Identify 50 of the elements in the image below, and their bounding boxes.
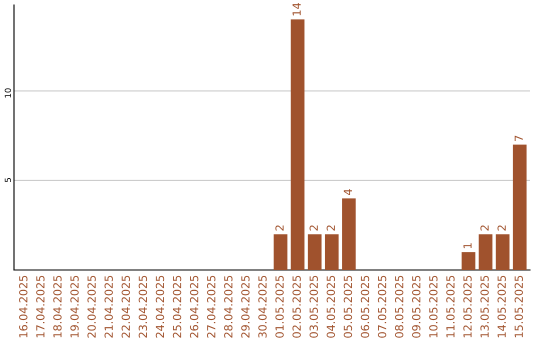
x-tick-label: 26.04.2025: [190, 276, 198, 338]
x-tick-label: 18.04.2025: [53, 276, 62, 338]
data-label: 4: [344, 189, 352, 196]
bar: [308, 234, 322, 270]
x-tick-label: 19.04.2025: [70, 276, 79, 338]
x-tick-label: 07.05.2025: [378, 276, 386, 338]
x-tick-label: 09.05.2025: [412, 276, 420, 338]
data-label: 7: [514, 136, 523, 141]
x-tick-label: 16.04.2025: [19, 276, 28, 338]
bar: [274, 234, 288, 270]
x-tick-label: 10.05.2025: [429, 276, 438, 338]
bar: [478, 234, 492, 270]
x-tick-label: 20.04.2025: [87, 276, 96, 338]
x-tick-label: 05.05.2025: [344, 276, 352, 338]
x-tick-label: 02.05.2025: [292, 276, 301, 338]
x-tick-label: 01.05.2025: [275, 276, 284, 338]
x-tick-label: 06.05.2025: [360, 276, 370, 338]
x-tick-label: 15.05.2025: [514, 276, 523, 338]
data-label: 2: [326, 225, 335, 231]
x-tick-label: 22.04.2025: [122, 276, 130, 338]
x-tick-label: 28.04.2025: [224, 276, 233, 338]
data-label: 2: [480, 225, 489, 231]
y-tick-label: 5: [4, 178, 11, 182]
bar: [290, 19, 304, 270]
x-tick-label: 25.04.2025: [172, 276, 182, 338]
x-tick-label: 04.05.2025: [326, 276, 336, 338]
x-tick-label: 03.05.2025: [310, 276, 318, 338]
x-tick-label: 24.04.2025: [156, 276, 164, 338]
data-label: 2: [497, 225, 506, 231]
x-tick-label: 29.04.2025: [241, 276, 250, 338]
x-tick-label: 14.05.2025: [497, 276, 506, 338]
x-tick-label: 17.04.2025: [36, 276, 45, 338]
bar: [512, 144, 527, 270]
data-label: 2: [275, 225, 284, 231]
x-tick-label: 08.05.2025: [394, 276, 404, 338]
x-tick-label: 11.05.2025: [446, 276, 455, 338]
bar: [324, 234, 339, 270]
data-label: 1: [463, 243, 472, 248]
x-tick-label: 12.05.2025: [463, 276, 472, 338]
x-tick-label: 13.05.2025: [480, 276, 489, 338]
bar: [342, 198, 356, 270]
bar: [462, 252, 476, 270]
bar: [496, 234, 510, 270]
x-tick-label: 23.04.2025: [138, 276, 148, 338]
x-tick-label: 27.04.2025: [207, 276, 216, 338]
x-tick-label: 30.04.2025: [258, 276, 267, 338]
data-label: 2: [310, 225, 318, 231]
y-tick-label: 10: [4, 88, 11, 98]
data-label: 14: [292, 3, 301, 16]
x-tick-label: 21.04.2025: [104, 276, 113, 338]
